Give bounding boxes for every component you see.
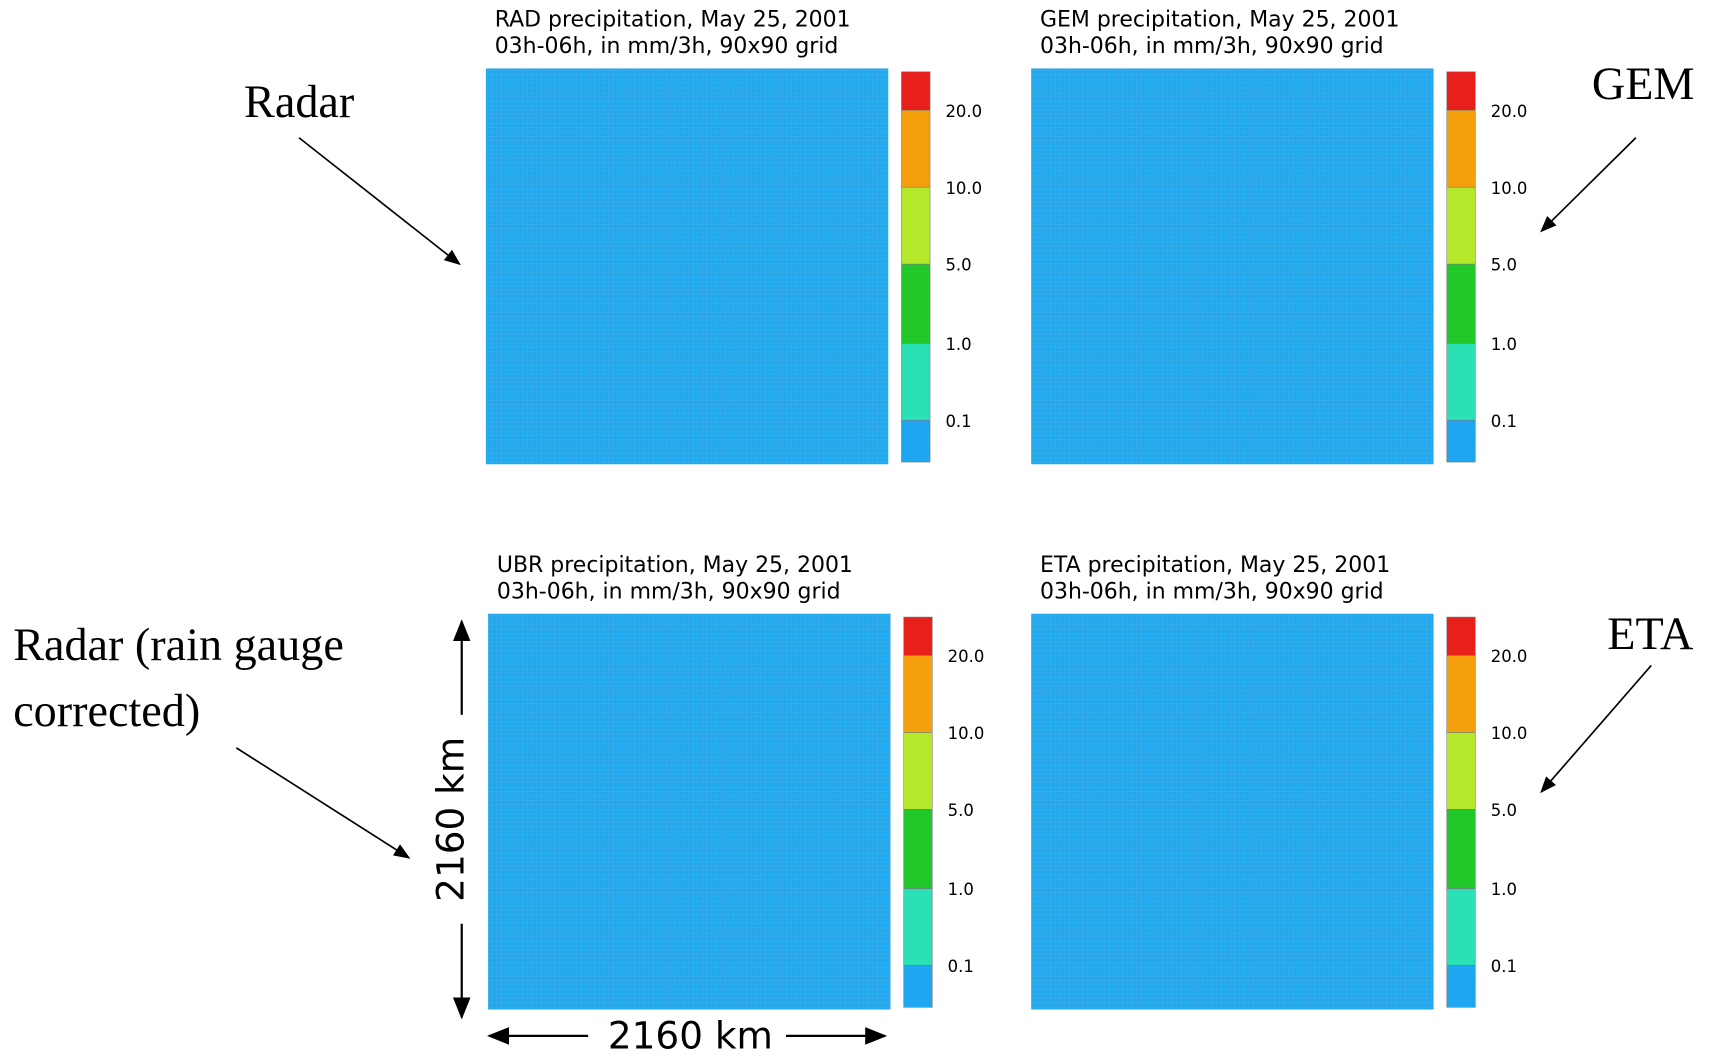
- panel-title: 03h-06h, in mm/3h, 90x90 grid: [1040, 579, 1384, 604]
- colorbar-segment: [903, 888, 933, 966]
- colorbar-label: 20.0: [948, 647, 985, 666]
- panel: GEM precipitation, May 25, 200103h-06h, …: [1031, 8, 1527, 465]
- colorbar-label: 0.1: [1491, 412, 1517, 431]
- colorbar-segment: [1446, 655, 1476, 733]
- colorbar-label: 5.0: [1491, 801, 1517, 820]
- colorbar-segment: [903, 732, 933, 810]
- arrow: [298, 137, 461, 266]
- annotation: ETA: [1607, 608, 1693, 659]
- panel-title: UBR precipitation, May 25, 2001: [497, 553, 853, 578]
- colorbar-label: 5.0: [1491, 256, 1517, 275]
- colorbar-segment: [1446, 263, 1476, 344]
- colorbar-segment: [901, 343, 931, 421]
- colorbar-segment: [901, 109, 931, 188]
- colorbar-label: 20.0: [1491, 102, 1528, 121]
- panel-title: 03h-06h, in mm/3h, 90x90 grid: [1040, 34, 1384, 59]
- colorbar-label: 1.0: [1491, 880, 1517, 899]
- panel: UBR precipitation, May 25, 200103h-06h, …: [488, 553, 984, 1010]
- colorbar-label: 1.0: [945, 335, 971, 354]
- colorbar-segment: [1446, 809, 1476, 889]
- arrow: [1540, 137, 1637, 233]
- colorbar-label: 0.1: [948, 957, 974, 976]
- colorbar-label: 5.0: [948, 801, 974, 820]
- colorbar-segment: [1446, 71, 1476, 111]
- colorbar-label: 0.1: [1491, 957, 1517, 976]
- colorbar-label: 10.0: [1491, 724, 1528, 743]
- annotation: GEM: [1592, 58, 1695, 109]
- panel: RAD precipitation, May 25, 200103h-06h, …: [485, 8, 982, 465]
- arrow: [1540, 664, 1652, 794]
- colorbar-segment: [1446, 732, 1476, 810]
- scale-label: 2160 km: [428, 737, 472, 902]
- colorbar-segment: [1446, 109, 1476, 188]
- colorbar-segment: [901, 419, 931, 463]
- scale-label: 2160 km: [608, 1014, 773, 1056]
- colorbar-segment: [1446, 419, 1476, 463]
- panel-title: GEM precipitation, May 25, 2001: [1040, 8, 1399, 33]
- colorbar-segment: [1446, 186, 1476, 265]
- colorbar-label: 20.0: [1491, 647, 1528, 666]
- annotation: corrected): [13, 685, 200, 736]
- colorbar-label: 10.0: [1491, 179, 1528, 198]
- colorbar-segment: [1446, 343, 1476, 421]
- annotation: Radar: [244, 76, 354, 127]
- colorbar-label: 1.0: [948, 880, 974, 899]
- colorbar-label: 5.0: [945, 256, 971, 275]
- map-grid: [1031, 68, 1434, 465]
- colorbar-label: 0.1: [945, 412, 971, 431]
- colorbar-segment: [903, 965, 933, 1008]
- panel-title: RAD precipitation, May 25, 2001: [495, 8, 851, 33]
- colorbar-segment: [1446, 965, 1476, 1008]
- panel-title: 03h-06h, in mm/3h, 90x90 grid: [497, 579, 841, 604]
- colorbar-segment: [903, 809, 933, 889]
- colorbar-segment: [1446, 616, 1476, 656]
- colorbar-segment: [901, 186, 931, 265]
- colorbar-segment: [901, 263, 931, 344]
- colorbar-segment: [903, 616, 933, 656]
- colorbar-label: 20.0: [945, 102, 982, 121]
- panel-title: ETA precipitation, May 25, 2001: [1040, 553, 1390, 578]
- map-grid: [488, 613, 891, 1010]
- colorbar-segment: [1446, 888, 1476, 966]
- colorbar-segment: [903, 655, 933, 733]
- colorbar-segment: [901, 71, 931, 111]
- panel-title: 03h-06h, in mm/3h, 90x90 grid: [495, 34, 839, 59]
- colorbar-label: 1.0: [1491, 335, 1517, 354]
- panel: ETA precipitation, May 25, 200103h-06h, …: [1031, 553, 1527, 1010]
- arrow: [235, 747, 411, 859]
- map-grid: [485, 68, 889, 465]
- colorbar-label: 10.0: [945, 179, 982, 198]
- map-grid: [1031, 613, 1434, 1010]
- colorbar-label: 10.0: [948, 724, 985, 743]
- annotation: Radar (rain gauge: [13, 619, 344, 670]
